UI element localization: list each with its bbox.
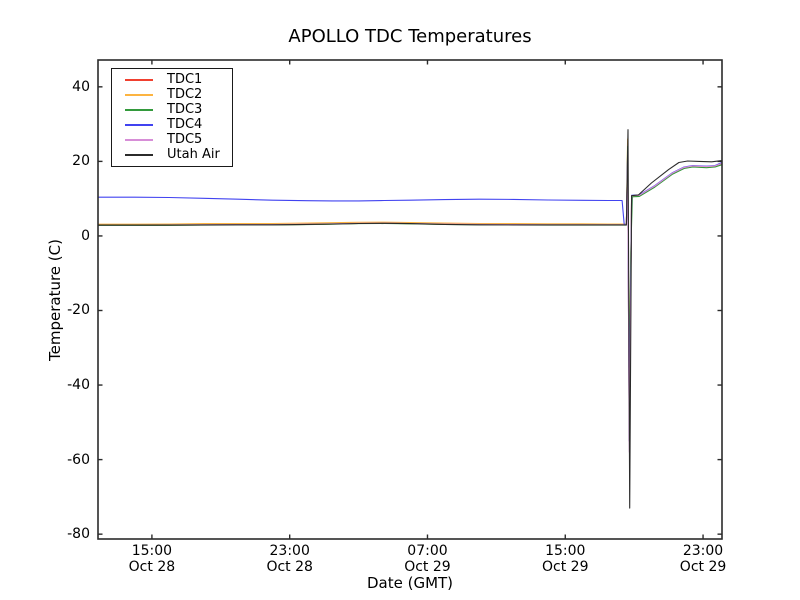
legend-label: TDC5 [167, 132, 203, 147]
legend-line-swatch [125, 153, 153, 156]
legend-label: TDC1 [167, 72, 203, 87]
x-tick-label: 15:00 Oct 29 [542, 543, 589, 575]
chart-title: APOLLO TDC Temperatures [288, 26, 532, 47]
x-tick-label: 23:00 Oct 28 [266, 543, 313, 575]
legend-line-swatch [125, 78, 153, 81]
legend-item-tdc1: TDC1 [112, 72, 232, 87]
legend-line-swatch [125, 108, 153, 111]
x-tick-label: 15:00 Oct 28 [128, 543, 176, 575]
y-tick-label: -60 [67, 451, 90, 468]
legend-label: TDC4 [167, 117, 203, 132]
legend: TDC1 TDC2 TDC3 TDC4 TDC5 Utah Air [111, 68, 233, 167]
legend-line-swatch [125, 138, 153, 141]
legend-item-tdc4: TDC4 [112, 117, 232, 132]
legend-line-swatch [125, 93, 153, 96]
legend-label: TDC2 [167, 87, 203, 102]
legend-item-utah-air: Utah Air [112, 147, 232, 162]
series-line-utah-air [98, 129, 723, 509]
y-tick-label: -40 [67, 377, 90, 394]
legend-line-swatch [125, 123, 153, 126]
legend-item-tdc3: TDC3 [112, 102, 232, 117]
x-tick-label: 07:00 Oct 29 [404, 543, 451, 575]
legend-item-tdc5: TDC5 [112, 132, 232, 147]
y-tick-label: -20 [67, 302, 90, 319]
y-tick-label: 20 [72, 153, 90, 170]
y-tick-label: 40 [72, 78, 90, 95]
y-tick-label: 0 [81, 227, 90, 244]
x-axis-label: Date (GMT) [366, 574, 454, 592]
legend-label: Utah Air [167, 147, 220, 162]
x-tick-label: 23:00 Oct 29 [679, 543, 727, 575]
legend-item-tdc2: TDC2 [112, 87, 232, 102]
y-tick-label: -80 [67, 526, 90, 543]
legend-label: TDC3 [167, 102, 203, 117]
axes-frame [97, 59, 723, 540]
